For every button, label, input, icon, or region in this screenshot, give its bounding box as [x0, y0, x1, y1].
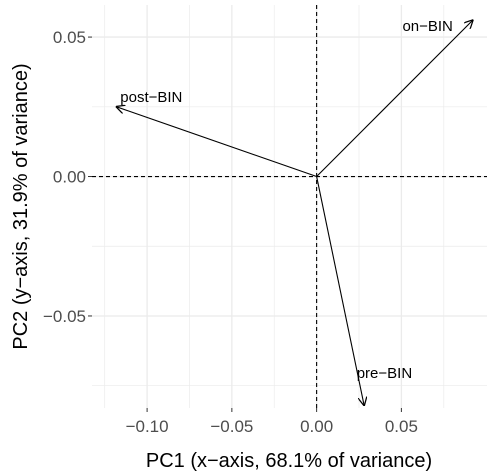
- x-tick-label: 0.05: [385, 417, 418, 436]
- x-tick-label: −0.05: [210, 417, 253, 436]
- vector-arrow: [117, 107, 317, 178]
- y-tick-label: −0.05: [43, 307, 86, 326]
- x-tick-label: −0.10: [126, 417, 169, 436]
- x-axis-title: PC1 (x−axis, 68.1% of variance): [146, 450, 432, 472]
- y-axis-title: PC2 (y−axis, 31.9% of variance): [10, 63, 32, 349]
- y-tick-label: 0.05: [53, 28, 86, 47]
- vector-arrow: [316, 20, 473, 177]
- loading-vectors: on−BIN post−BIN pre−BIN: [117, 18, 473, 405]
- x-tick-label: 0.00: [300, 417, 333, 436]
- vector-label: on−BIN: [402, 18, 452, 35]
- vector-label: pre−BIN: [357, 365, 412, 382]
- y-tick-label: 0.00: [53, 168, 86, 187]
- vector-arrow: [316, 176, 364, 406]
- reference-lines: [92, 5, 487, 408]
- x-axis-ticks: −0.10 −0.05 0.00 0.05: [126, 408, 418, 436]
- vector-label: post−BIN: [120, 89, 182, 106]
- y-axis-ticks: −0.05 0.00 0.05: [43, 28, 92, 326]
